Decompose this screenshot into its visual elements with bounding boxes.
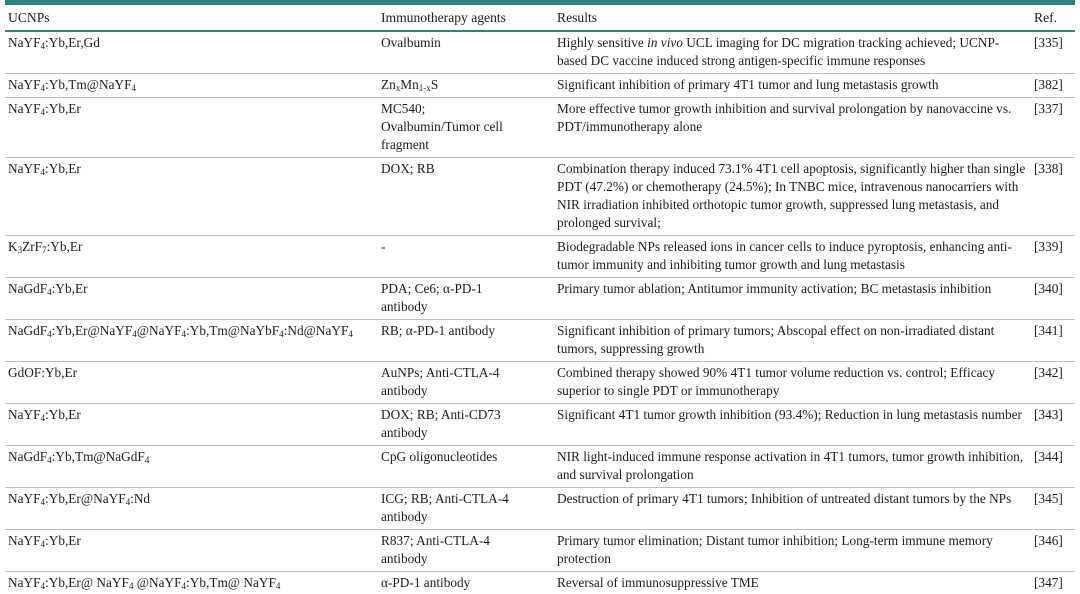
cell-ucnp: NaYF4:Yb,Er bbox=[5, 529, 378, 572]
cell-results: Reversal of immunosuppressive TME bbox=[554, 571, 1031, 594]
cell-ref: [341] bbox=[1031, 319, 1075, 362]
cell-results: Highly sensitive in vivo UCL imaging for… bbox=[554, 31, 1031, 74]
table-row: NaYF4:Yb,Er R837; Anti-CTLA-4 antibody Pr… bbox=[5, 529, 1075, 572]
table-row: NaGdF4:Yb,Er@NaYF4@NaYF4:Yb,Tm@NaYbF4:Nd… bbox=[5, 319, 1075, 362]
cell-agents: - bbox=[378, 235, 554, 278]
cell-results: Primary tumor ablation; Antitumor immuni… bbox=[554, 277, 1031, 320]
cell-results: Significant inhibition of primary 4T1 tu… bbox=[554, 73, 1031, 98]
cell-ucnp: NaGdF4:Yb,Er bbox=[5, 277, 378, 320]
cell-ref: [347] bbox=[1031, 571, 1075, 594]
ucnp-immunotherapy-table: UCNPs Immunotherapy agents Results Ref. … bbox=[5, 5, 1075, 594]
table-body: NaYF4:Yb,Er,Gd Ovalbumin Highly sensitiv… bbox=[5, 31, 1075, 594]
cell-ref: [340] bbox=[1031, 277, 1075, 320]
cell-agents: PDA; Ce6; α-PD-1 antibody bbox=[378, 277, 554, 320]
col-header-immunotherapy-agents: Immunotherapy agents bbox=[378, 5, 554, 32]
cell-ucnp: NaYF4:Yb,Er bbox=[5, 403, 378, 446]
cell-agents: DOX; RB; Anti-CD73 antibody bbox=[378, 403, 554, 446]
table-frame: UCNPs Immunotherapy agents Results Ref. … bbox=[5, 0, 1075, 594]
cell-ref: [344] bbox=[1031, 445, 1075, 488]
cell-ref: [346] bbox=[1031, 529, 1075, 572]
col-header-results: Results bbox=[554, 5, 1031, 32]
cell-ucnp: NaYF4:Yb,Er bbox=[5, 97, 378, 158]
cell-agents: R837; Anti-CTLA-4 antibody bbox=[378, 529, 554, 572]
cell-agents: Ovalbumin bbox=[378, 31, 554, 74]
cell-results: Primary tumor elimination; Distant tumor… bbox=[554, 529, 1031, 572]
cell-ucnp: NaGdF4:Yb,Tm@NaGdF4 bbox=[5, 445, 378, 488]
cell-ucnp: NaYF4:Yb,Tm@NaYF4 bbox=[5, 73, 378, 98]
table-row: NaYF4:Yb,Er@ NaYF4 @NaYF4:Yb,Tm@ NaYF4 α… bbox=[5, 571, 1075, 594]
col-header-ucnps: UCNPs bbox=[5, 5, 378, 32]
table-header: UCNPs Immunotherapy agents Results Ref. bbox=[5, 5, 1075, 32]
cell-ucnp: GdOF:Yb,Er bbox=[5, 361, 378, 404]
cell-agents: RB; α-PD-1 antibody bbox=[378, 319, 554, 362]
cell-results: Destruction of primary 4T1 tumors; Inhib… bbox=[554, 487, 1031, 530]
table-row: NaGdF4:Yb,Tm@NaGdF4 CpG oligonucleotides… bbox=[5, 445, 1075, 488]
cell-agents: CpG oligonucleotides bbox=[378, 445, 554, 488]
cell-ref: [343] bbox=[1031, 403, 1075, 446]
cell-results: Biodegradable NPs released ions in cance… bbox=[554, 235, 1031, 278]
cell-ref: [345] bbox=[1031, 487, 1075, 530]
col-header-ref: Ref. bbox=[1031, 5, 1075, 32]
cell-results: Significant 4T1 tumor growth inhibition … bbox=[554, 403, 1031, 446]
cell-ucnp: NaYF4:Yb,Er,Gd bbox=[5, 31, 378, 74]
cell-ref: [338] bbox=[1031, 157, 1075, 236]
table-row: K3ZrF7:Yb,Er - Biodegradable NPs release… bbox=[5, 235, 1075, 278]
cell-ucnp: NaGdF4:Yb,Er@NaYF4@NaYF4:Yb,Tm@NaYbF4:Nd… bbox=[5, 319, 378, 362]
table-row: NaYF4:Yb,Tm@NaYF4 ZnxMn1-xS Significant … bbox=[5, 73, 1075, 98]
cell-agents: ZnxMn1-xS bbox=[378, 73, 554, 98]
cell-ucnp: NaYF4:Yb,Er@ NaYF4 @NaYF4:Yb,Tm@ NaYF4 bbox=[5, 571, 378, 594]
cell-agents: DOX; RB bbox=[378, 157, 554, 236]
table-row: NaYF4:Yb,Er DOX; RB; Anti-CD73 antibody S… bbox=[5, 403, 1075, 446]
header-row: UCNPs Immunotherapy agents Results Ref. bbox=[5, 5, 1075, 32]
cell-ref: [382] bbox=[1031, 73, 1075, 98]
cell-agents: α-PD-1 antibody bbox=[378, 571, 554, 594]
cell-results: Combined therapy showed 90% 4T1 tumor vo… bbox=[554, 361, 1031, 404]
cell-agents: AuNPs; Anti-CTLA-4 antibody bbox=[378, 361, 554, 404]
table-row: NaGdF4:Yb,Er PDA; Ce6; α-PD-1 antibody Pr… bbox=[5, 277, 1075, 320]
table-row: NaYF4:Yb,Er MC540; Ovalbumin/Tumor cell fr… bbox=[5, 97, 1075, 158]
cell-results: More effective tumor growth inhibition a… bbox=[554, 97, 1031, 158]
cell-ucnp: NaYF4:Yb,Er bbox=[5, 157, 378, 236]
table-row: NaYF4:Yb,Er@NaYF4:Nd ICG; RB; Anti-CTLA-… bbox=[5, 487, 1075, 530]
cell-results: Combination therapy induced 73.1% 4T1 ce… bbox=[554, 157, 1031, 236]
table-row: NaYF4:Yb,Er,Gd Ovalbumin Highly sensitiv… bbox=[5, 31, 1075, 74]
cell-ref: [337] bbox=[1031, 97, 1075, 158]
table-row: NaYF4:Yb,Er DOX; RB Combination therapy … bbox=[5, 157, 1075, 236]
table-row: GdOF:Yb,Er AuNPs; Anti-CTLA-4 antibody Co… bbox=[5, 361, 1075, 404]
cell-results: Significant inhibition of primary tumors… bbox=[554, 319, 1031, 362]
cell-ucnp: K3ZrF7:Yb,Er bbox=[5, 235, 378, 278]
cell-ref: [342] bbox=[1031, 361, 1075, 404]
cell-results: NIR light-induced immune response activa… bbox=[554, 445, 1031, 488]
cell-ucnp: NaYF4:Yb,Er@NaYF4:Nd bbox=[5, 487, 378, 530]
cell-ref: [335] bbox=[1031, 31, 1075, 74]
cell-ref: [339] bbox=[1031, 235, 1075, 278]
cell-agents: ICG; RB; Anti-CTLA-4 antibody bbox=[378, 487, 554, 530]
cell-agents: MC540; Ovalbumin/Tumor cell fragment bbox=[378, 97, 554, 158]
